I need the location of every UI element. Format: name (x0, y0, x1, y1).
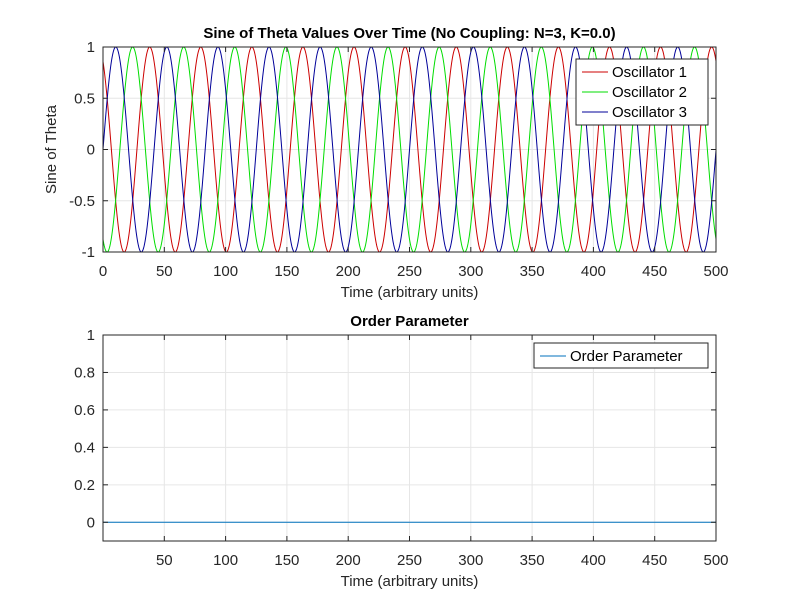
chart-title: Sine of Theta Values Over Time (No Coupl… (203, 25, 615, 42)
x-tick-label: 500 (703, 552, 728, 569)
x-tick-label: 50 (156, 552, 173, 569)
y-tick-label: -1 (82, 244, 95, 261)
x-tick-label: 350 (520, 552, 545, 569)
x-tick-label: 450 (642, 263, 667, 280)
x-tick-label: 50 (156, 263, 173, 280)
x-tick-label: 250 (397, 552, 422, 569)
x-tick-label: 200 (336, 552, 361, 569)
x-tick-label: 250 (397, 263, 422, 280)
x-tick-label: 400 (581, 263, 606, 280)
x-tick-label: 300 (458, 552, 483, 569)
x-tick-label: 150 (274, 552, 299, 569)
y-tick-label: 0.4 (74, 439, 95, 456)
y-tick-label: -0.5 (69, 193, 95, 210)
x-axis-label: Time (arbitrary units) (341, 573, 479, 590)
legend: Order Parameter (533, 342, 709, 369)
y-tick-label: 0 (87, 142, 95, 159)
y-tick-label: 1 (87, 327, 95, 344)
legend-entry-label: Oscillator 2 (612, 84, 687, 101)
y-tick-label: 0.5 (74, 90, 95, 107)
x-tick-label: 450 (642, 552, 667, 569)
x-tick-label: 100 (213, 263, 238, 280)
y-tick-label: 0.6 (74, 402, 95, 419)
order-parameter-axes: 50 100 150 200 250 300 350 400 450 500 0 0.2 0.4 0.6 0… (74, 313, 728, 590)
y-axis-label: Sine of Theta (43, 104, 60, 194)
y-tick-label: 0.8 (74, 364, 95, 381)
legend-entry-label: Oscillator 1 (612, 64, 687, 81)
x-tick-label: 200 (336, 263, 361, 280)
chart-title: Order Parameter (350, 313, 469, 330)
x-tick-label: 0 (99, 263, 107, 280)
series-line-3 (103, 46, 716, 253)
x-tick-label: 500 (703, 263, 728, 280)
x-tick-label: 400 (581, 552, 606, 569)
x-tick-label: 100 (213, 552, 238, 569)
legend-entry-label: Oscillator 3 (612, 104, 687, 121)
series-line-2 (103, 46, 716, 253)
x-tick-label: 300 (458, 263, 483, 280)
x-tick-label: 350 (520, 263, 545, 280)
y-tick-label: 1 (87, 39, 95, 56)
x-tick-label: 150 (274, 263, 299, 280)
legend-entry-label: Order Parameter (570, 348, 683, 365)
legend: Oscillator 1 Oscillator 2 Oscillator 3 (575, 58, 709, 126)
y-tick-label: 0 (87, 514, 95, 531)
x-axis-label: Time (arbitrary units) (341, 284, 479, 301)
y-tick-label: 0.2 (74, 477, 95, 494)
sine-axes: 0 50 100 150 200 250 300 350 400 450 500 -1 -0.5 0 0.5… (43, 25, 729, 301)
